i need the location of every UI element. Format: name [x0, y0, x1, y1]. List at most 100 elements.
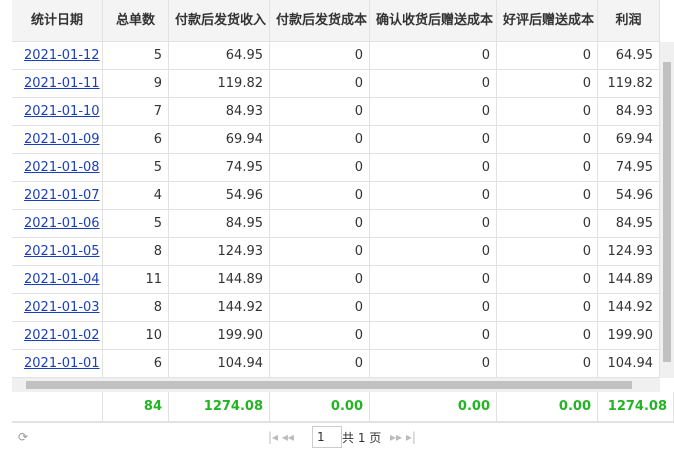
number-cell: 0: [497, 238, 598, 266]
total-cell: 1274.08: [598, 392, 674, 422]
number-cell: 199.90: [598, 322, 660, 350]
number-cell: 0: [370, 266, 497, 294]
date-link[interactable]: 2021-01-03: [24, 300, 100, 315]
number-cell: 0: [370, 182, 497, 210]
page-total: 共 1 页: [342, 431, 382, 445]
number-cell: 64.95: [169, 42, 270, 70]
number-cell: 11: [103, 266, 169, 294]
total-cell: 0.00: [370, 392, 497, 422]
number-cell: 0: [497, 182, 598, 210]
number-cell: 84.95: [598, 210, 660, 238]
number-cell: 0: [270, 70, 370, 98]
number-cell: 4: [103, 182, 169, 210]
number-cell: 69.94: [169, 126, 270, 154]
column-header: 总单数: [103, 0, 169, 42]
number-cell: 0: [270, 154, 370, 182]
number-cell: 144.92: [169, 294, 270, 322]
number-cell: 104.94: [598, 350, 660, 378]
number-cell: 144.92: [598, 294, 660, 322]
number-cell: 5: [103, 42, 169, 70]
number-cell: 0: [497, 154, 598, 182]
date-link[interactable]: 2021-01-10: [24, 104, 100, 119]
number-cell: 54.96: [169, 182, 270, 210]
total-label-cell: [12, 392, 103, 422]
page-input[interactable]: 1: [312, 426, 342, 448]
date-cell: 2021-01-08: [12, 154, 103, 182]
column-header: 利润: [598, 0, 660, 42]
number-cell: 199.90: [169, 322, 270, 350]
date-cell: 2021-01-01: [12, 350, 103, 378]
number-cell: 144.89: [598, 266, 660, 294]
date-link[interactable]: 2021-01-02: [24, 328, 100, 343]
number-cell: 0: [497, 350, 598, 378]
number-cell: 124.93: [169, 238, 270, 266]
number-cell: 0: [497, 322, 598, 350]
number-cell: 0: [497, 98, 598, 126]
column-header: 好评后赠送成本: [497, 0, 598, 42]
next-last[interactable]: ▸▸ ▸|: [390, 430, 416, 444]
number-cell: 119.82: [169, 70, 270, 98]
total-cell: 1274.08: [169, 392, 270, 422]
number-cell: 9: [103, 70, 169, 98]
v-thumb[interactable]: [663, 62, 671, 362]
pager: ⟳ |◂ ◂◂ 1 共 1 页 ▸▸ ▸|: [12, 422, 674, 451]
number-cell: 5: [103, 154, 169, 182]
date-link[interactable]: 2021-01-05: [24, 244, 100, 259]
first-prev[interactable]: |◂ ◂◂: [268, 430, 294, 444]
date-cell: 2021-01-02: [12, 322, 103, 350]
date-cell: 2021-01-11: [12, 70, 103, 98]
date-cell: 2021-01-06: [12, 210, 103, 238]
number-cell: 0: [370, 238, 497, 266]
number-cell: 0: [270, 126, 370, 154]
number-cell: 84.93: [598, 98, 660, 126]
number-cell: 0: [497, 42, 598, 70]
date-link[interactable]: 2021-01-12: [24, 48, 100, 63]
v-scrollbar[interactable]: [660, 42, 674, 378]
date-link[interactable]: 2021-01-06: [24, 216, 100, 231]
number-cell: 8: [103, 238, 169, 266]
number-cell: 69.94: [598, 126, 660, 154]
date-link[interactable]: 2021-01-09: [24, 132, 100, 147]
date-cell: 2021-01-10: [12, 98, 103, 126]
number-cell: 0: [497, 70, 598, 98]
number-cell: 7: [103, 98, 169, 126]
number-cell: 0: [370, 98, 497, 126]
number-cell: 74.95: [169, 154, 270, 182]
number-cell: 64.95: [598, 42, 660, 70]
number-cell: 0: [370, 70, 497, 98]
number-cell: 6: [103, 126, 169, 154]
number-cell: 5: [103, 210, 169, 238]
number-cell: 0: [497, 210, 598, 238]
number-cell: 0: [370, 42, 497, 70]
date-link[interactable]: 2021-01-01: [24, 356, 100, 371]
number-cell: 0: [270, 294, 370, 322]
date-link[interactable]: 2021-01-11: [24, 76, 100, 91]
number-cell: 144.89: [169, 266, 270, 294]
date-cell: 2021-01-09: [12, 126, 103, 154]
date-cell: 2021-01-03: [12, 294, 103, 322]
number-cell: 119.82: [598, 70, 660, 98]
number-cell: 0: [370, 350, 497, 378]
column-header: 确认收货后赠送成本: [370, 0, 497, 42]
date-link[interactable]: 2021-01-07: [24, 188, 100, 203]
date-link[interactable]: 2021-01-04: [24, 272, 100, 287]
number-cell: 0: [497, 294, 598, 322]
number-cell: 124.93: [598, 238, 660, 266]
total-cell: 0.00: [497, 392, 598, 422]
number-cell: 0: [270, 238, 370, 266]
number-cell: 0: [370, 210, 497, 238]
h-scrollbar[interactable]: [12, 378, 660, 392]
number-cell: 0: [270, 182, 370, 210]
date-link[interactable]: 2021-01-08: [24, 160, 100, 175]
number-cell: 54.96: [598, 182, 660, 210]
number-cell: 0: [270, 210, 370, 238]
date-cell: 2021-01-04: [12, 266, 103, 294]
number-cell: 0: [270, 266, 370, 294]
number-cell: 104.94: [169, 350, 270, 378]
number-cell: 0: [270, 98, 370, 126]
number-cell: 8: [103, 294, 169, 322]
number-cell: 0: [497, 266, 598, 294]
refresh-icon[interactable]: ⟳: [18, 430, 29, 444]
h-thumb[interactable]: [26, 381, 632, 389]
number-cell: 10: [103, 322, 169, 350]
